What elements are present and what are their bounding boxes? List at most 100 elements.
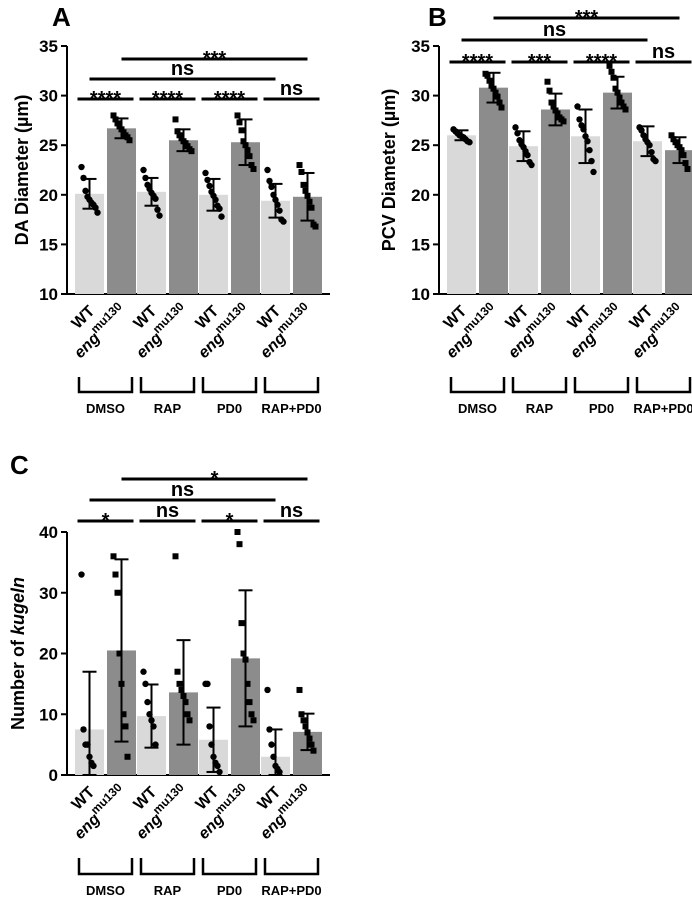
data-point: [78, 571, 85, 578]
y-axis-title: DA Diameter (µm): [12, 95, 32, 246]
data-point: [606, 62, 613, 69]
data-point: [120, 711, 127, 718]
data-point: [234, 112, 241, 119]
data-point: [310, 747, 317, 754]
data-point: [126, 137, 133, 144]
data-point: [312, 223, 319, 230]
data-point: [174, 668, 181, 675]
data-point: [82, 187, 89, 195]
x-category-label: engmu130: [68, 299, 131, 362]
significance-label: ****: [90, 88, 121, 110]
group-bracket: [511, 377, 568, 394]
group-bracket: [139, 377, 196, 394]
significance-label: ns: [543, 19, 566, 41]
data-point: [84, 741, 91, 748]
data-point: [110, 112, 117, 119]
data-point: [216, 768, 223, 776]
data-point: [124, 753, 131, 760]
data-point: [486, 77, 493, 84]
data-point: [280, 218, 287, 225]
group-label: RAP: [526, 401, 554, 416]
data-point: [238, 620, 245, 627]
data-point: [582, 133, 589, 140]
data-point: [574, 103, 581, 110]
data-point: [576, 116, 583, 123]
data-point: [528, 161, 535, 169]
data-point: [206, 723, 213, 730]
significance-label: *: [226, 510, 234, 532]
significance-label: *: [102, 510, 110, 532]
data-point: [80, 174, 87, 182]
data-point: [208, 741, 215, 748]
group-bracket: [139, 858, 196, 876]
data-point: [274, 201, 281, 208]
bar: [603, 92, 632, 295]
data-point: [204, 680, 211, 688]
data-point: [246, 699, 253, 706]
data-point: [142, 174, 149, 182]
data-point: [646, 142, 653, 149]
data-point: [276, 768, 283, 776]
data-point: [178, 686, 185, 693]
data-point: [490, 85, 497, 92]
data-point: [214, 762, 221, 770]
data-point: [210, 753, 217, 760]
group-bracket: [201, 377, 258, 394]
data-point: [268, 183, 275, 191]
data-point: [580, 126, 587, 133]
y-tick-label: 15: [39, 235, 58, 254]
data-point: [180, 693, 187, 700]
data-point: [466, 139, 473, 146]
data-point: [272, 196, 279, 203]
y-axis-title: Number of kugeln: [8, 577, 28, 730]
significance-label: ****: [152, 88, 183, 110]
group-bracket: [263, 858, 320, 876]
group-bracket: [77, 858, 134, 876]
data-point: [298, 711, 305, 718]
data-point: [140, 668, 147, 675]
data-point: [92, 204, 99, 211]
data-point: [242, 656, 249, 663]
data-point: [684, 166, 691, 173]
group-label: RAP: [154, 401, 182, 416]
significance-label: ns: [171, 58, 194, 80]
significance-label: ***: [203, 48, 227, 70]
data-point: [264, 686, 271, 694]
data-point: [118, 680, 125, 687]
group-label: RAP+PD0: [261, 401, 321, 416]
data-point: [308, 741, 315, 748]
x-category-label: engmu130: [130, 780, 193, 843]
data-point: [298, 168, 305, 175]
bar: [479, 87, 508, 294]
data-point: [110, 553, 117, 560]
data-point: [86, 753, 93, 760]
group-bracket: [201, 858, 258, 876]
data-point: [250, 166, 257, 173]
data-point: [90, 762, 97, 770]
data-point: [156, 212, 163, 219]
data-point: [172, 553, 179, 560]
group-label: DMSO: [86, 401, 125, 416]
x-category-label: engmu130: [626, 299, 689, 362]
data-point: [276, 207, 283, 214]
data-point: [296, 162, 303, 169]
y-tick-label: 10: [39, 285, 58, 304]
data-point: [114, 589, 121, 596]
data-point: [244, 680, 251, 687]
data-point: [116, 650, 123, 657]
group-label: DMSO: [86, 883, 125, 898]
data-point: [182, 699, 189, 706]
data-point: [184, 711, 191, 718]
data-point: [514, 130, 521, 137]
data-point: [238, 127, 245, 134]
data-point: [150, 723, 157, 730]
group-label: RAP: [154, 883, 182, 898]
y-axis-title: PCV Diameter (µm): [379, 89, 399, 251]
x-category-label: engmu130: [68, 780, 131, 843]
group-bracket: [77, 377, 134, 394]
data-point: [616, 94, 623, 101]
data-point: [304, 729, 311, 736]
significance-label: ns: [280, 78, 303, 100]
